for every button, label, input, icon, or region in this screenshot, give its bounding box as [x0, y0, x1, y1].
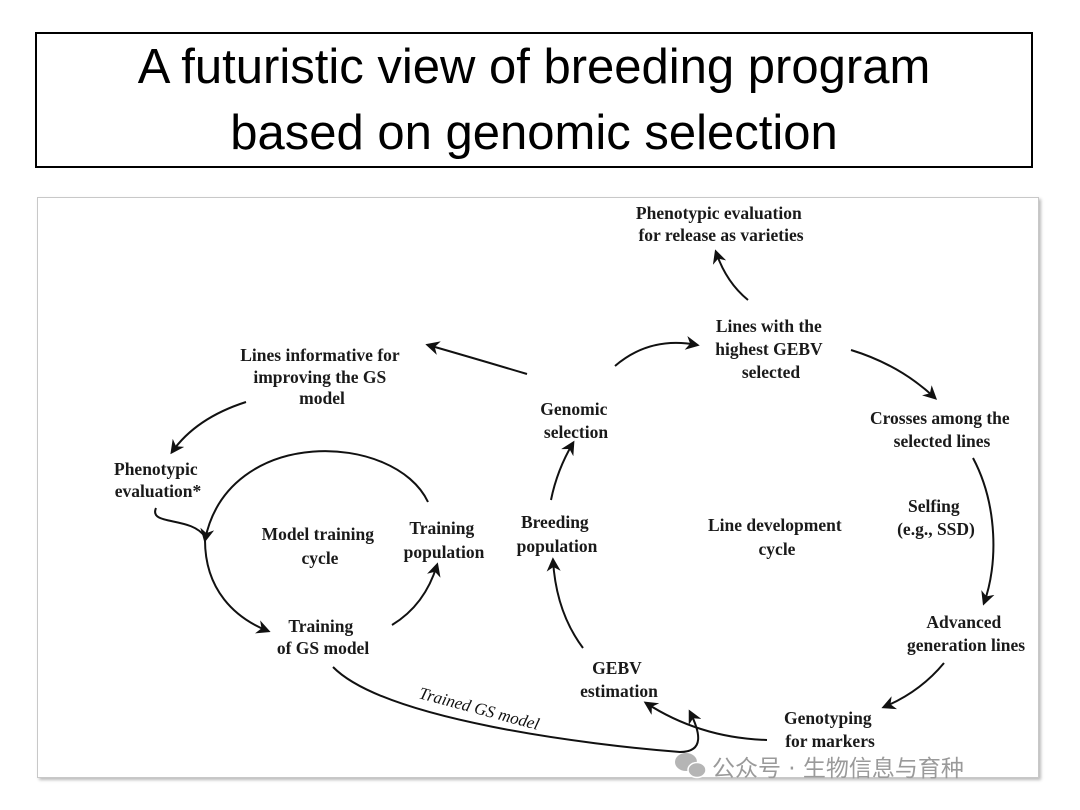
node-phenotypic-release: Phenotypic evaluation for release as var…: [636, 203, 806, 245]
wechat-icon: [675, 753, 707, 779]
arrow-phenotypic-squiggle: [154, 507, 206, 538]
arrow-genomic-to-informative: [425, 341, 528, 375]
arrow-crosses-to-advanced: [972, 457, 995, 606]
node-training-gs-model: Training of GS model: [277, 616, 370, 658]
node-breeding-population: Breeding population: [517, 512, 598, 556]
edge-label-trained-gs-model: Trained GS model: [417, 684, 542, 734]
node-genomic-selection: Genomic selection: [540, 399, 611, 442]
arrow-trainingpop-to-phenotypic-junction: [200, 450, 429, 543]
arrow-trained-model-to-gebv: [332, 666, 702, 754]
node-genotyping: Genotyping for markers: [784, 708, 876, 751]
arrow-junction-to-training-model: [204, 539, 271, 634]
node-gebv-estimation: GEBV estimation: [580, 658, 658, 701]
arrow-gebv-to-breeding: [546, 557, 584, 649]
diagram-frame: [37, 197, 1039, 778]
node-model-training-cycle: Model training cycle: [262, 524, 379, 568]
title-line-2: based on genomic selection: [230, 106, 838, 160]
node-crosses: Crosses among the selected lines: [870, 408, 1014, 451]
arrow-genomic-to-selected: [614, 336, 700, 367]
watermark-text: 公众号 · 生物信息与育种: [712, 756, 964, 782]
arrow-selected-to-release: [712, 249, 749, 301]
node-line-development-cycle: Line development cycle: [708, 515, 846, 559]
node-selfing: Selfing (e.g., SSD): [897, 496, 975, 539]
title-line-1: A futuristic view of breeding program: [137, 40, 931, 94]
arrow-genotyping-to-gebv: [643, 701, 768, 741]
node-advanced-generation: Advanced generation lines: [907, 612, 1025, 655]
node-phenotypic-evaluation: Phenotypic evaluation*: [114, 459, 202, 501]
arrow-advanced-to-genotyping: [881, 662, 945, 710]
node-lines-informative: Lines informative for improving the GS m…: [240, 345, 403, 408]
arrow-training-model-to-trainingpop: [391, 562, 441, 626]
arrow-informative-to-phenotypic: [170, 401, 247, 455]
slide-title: A futuristic view of breeding program ba…: [35, 32, 1033, 168]
arrow-selected-to-crosses: [850, 349, 938, 400]
arrow-breeding-to-genomic: [550, 440, 575, 501]
node-training-population: Training population: [404, 518, 485, 562]
node-lines-highest-gebv: Lines with the highest GEBV selected: [715, 316, 827, 382]
